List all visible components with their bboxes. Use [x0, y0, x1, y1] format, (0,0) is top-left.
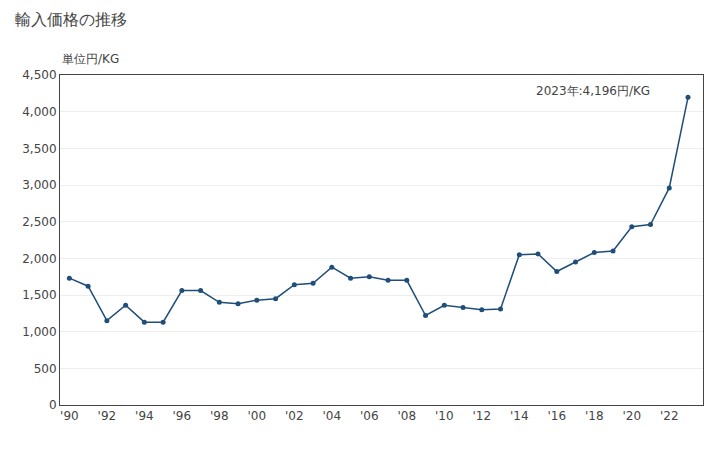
svg-text:単位円/KG: 単位円/KG — [62, 52, 119, 66]
svg-text:'08: '08 — [398, 409, 417, 423]
svg-text:'96: '96 — [173, 409, 192, 423]
svg-text:'14: '14 — [510, 409, 529, 423]
svg-text:'22: '22 — [660, 409, 679, 423]
svg-text:500: 500 — [34, 362, 57, 376]
svg-text:'92: '92 — [98, 409, 117, 423]
svg-text:'06: '06 — [360, 409, 379, 423]
svg-text:4,000: 4,000 — [22, 105, 56, 119]
svg-text:3,500: 3,500 — [22, 142, 56, 156]
svg-text:'02: '02 — [285, 409, 304, 423]
svg-text:2,000: 2,000 — [22, 252, 56, 266]
svg-text:2,500: 2,500 — [22, 215, 56, 229]
svg-text:輸入価格の推移: 輸入価格の推移 — [15, 10, 127, 29]
svg-text:'00: '00 — [248, 409, 267, 423]
svg-text:1,000: 1,000 — [22, 325, 56, 339]
svg-text:'98: '98 — [210, 409, 229, 423]
svg-text:1,500: 1,500 — [22, 288, 56, 302]
svg-text:'16: '16 — [547, 409, 566, 423]
svg-text:'18: '18 — [585, 409, 604, 423]
svg-text:'94: '94 — [135, 409, 154, 423]
svg-text:'90: '90 — [60, 409, 79, 423]
svg-text:2023年:4,196円/KG: 2023年:4,196円/KG — [536, 84, 650, 98]
svg-text:'10: '10 — [435, 409, 454, 423]
svg-text:'12: '12 — [473, 409, 492, 423]
svg-text:'20: '20 — [622, 409, 641, 423]
svg-text:3,000: 3,000 — [22, 178, 56, 192]
svg-text:4,500: 4,500 — [22, 68, 56, 82]
svg-text:'04: '04 — [323, 409, 342, 423]
svg-text:0: 0 — [49, 398, 57, 412]
